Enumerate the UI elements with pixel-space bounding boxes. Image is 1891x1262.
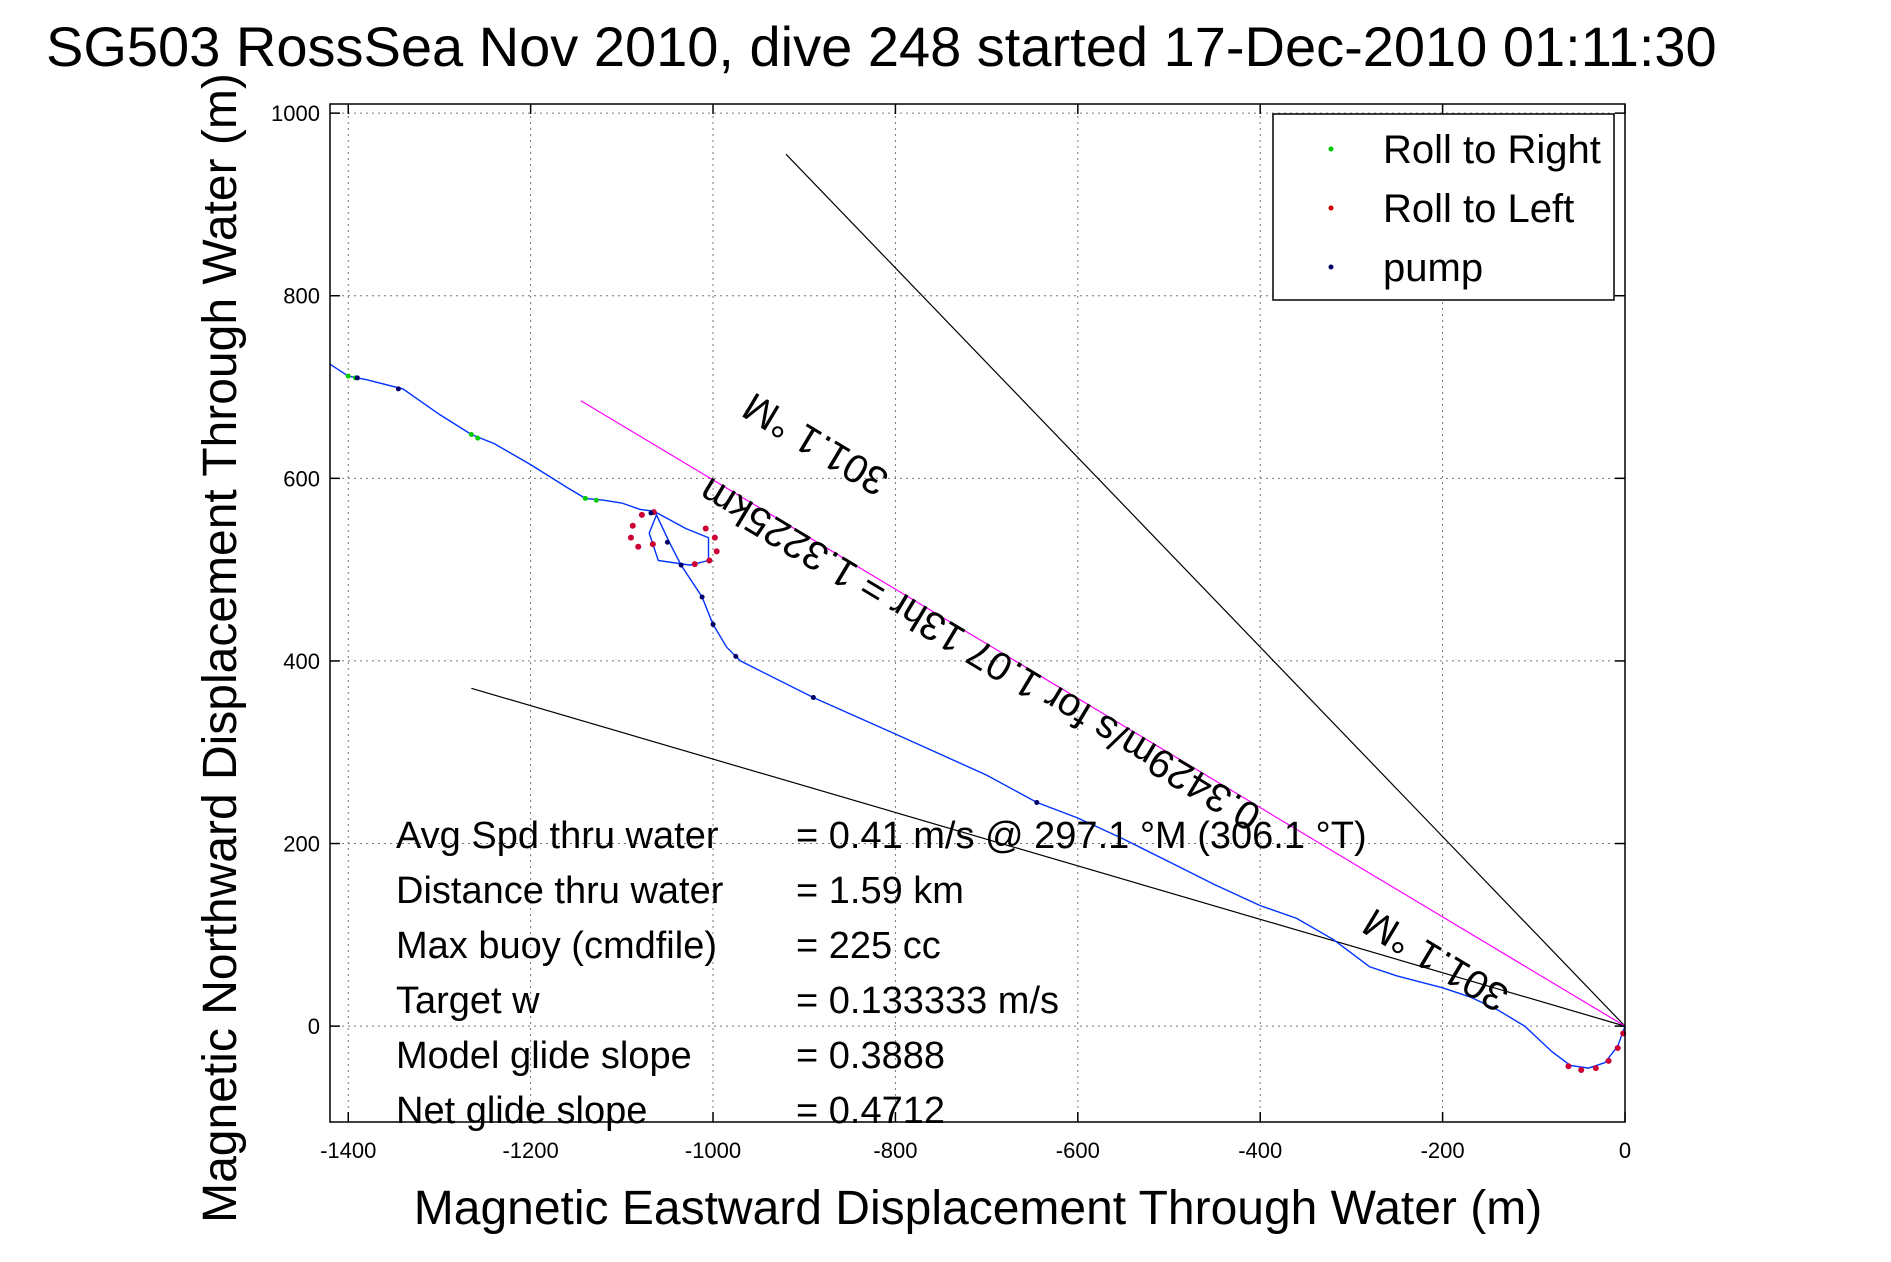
x-tick-label: -800 (873, 1138, 917, 1163)
pump-marker (395, 386, 401, 392)
legend-label: Roll to Right (1383, 128, 1601, 172)
stat-value: = 0.4712 (796, 1090, 945, 1132)
roll-left-marker (649, 541, 656, 548)
stat-value: = 0.3888 (796, 1035, 945, 1077)
legend-label: Roll to Left (1383, 187, 1574, 231)
x-tick-label: -600 (1056, 1138, 1100, 1163)
roll-left-marker (706, 557, 713, 564)
stat-label: Net glide slope (396, 1090, 647, 1132)
pump-marker (678, 562, 684, 568)
x-tick-label: -1000 (685, 1138, 741, 1163)
upper-bound-line (785, 153, 1626, 1027)
roll-left-marker (1605, 1057, 1612, 1064)
y-tick-label: 800 (283, 284, 320, 309)
roll-right-marker (475, 435, 481, 441)
roll-left-marker (629, 522, 636, 529)
x-tick-label: -1200 (502, 1138, 558, 1163)
y-tick-label: 400 (283, 649, 320, 674)
pump-marker (699, 594, 705, 600)
roll-left-marker (638, 511, 645, 518)
marker-layer (345, 373, 1627, 1073)
pump-marker (354, 375, 360, 381)
x-tick-label: -400 (1238, 1138, 1282, 1163)
stat-value: = 225 cc (796, 925, 941, 967)
chart-title: SG503 RossSea Nov 2010, dive 248 started… (46, 15, 1717, 78)
roll-right-marker (593, 497, 599, 503)
stats-block: Avg Spd thru water = 0.41 m/s @ 297.1 °M … (396, 815, 1367, 1132)
roll-left-marker (1578, 1066, 1585, 1073)
roll-left-marker (1614, 1045, 1621, 1052)
stat-label: Max buoy (cmdfile) (396, 925, 717, 967)
roll-left-marker (627, 534, 634, 541)
y-tick-label: 600 (283, 466, 320, 491)
stat-value: = 1.59 km (796, 870, 964, 912)
roll-right-marker (582, 495, 588, 501)
track-layer (329, 363, 1626, 1069)
roll-right-marker (345, 373, 351, 379)
legend-marker (1328, 205, 1334, 211)
x-tick-label: -200 (1421, 1138, 1465, 1163)
plot-frame (329, 103, 1626, 1123)
pump-marker (810, 694, 816, 700)
roll-left-marker (702, 525, 709, 532)
roll-right-marker (468, 432, 474, 438)
legend: Roll to Right Roll to Left pump (1272, 113, 1615, 301)
reference-lines (471, 153, 1626, 1027)
heading-line (580, 400, 1626, 1027)
roll-left-marker (713, 548, 720, 555)
axis-ticks: -1400 -1200 -1000 -800 -600 -400 -200 0 0 200 400 6… (271, 101, 1631, 1163)
pump-marker (733, 653, 739, 659)
roll-left-marker (691, 561, 698, 568)
y-tick-label: 0 (308, 1014, 320, 1039)
x-tick-label: 0 (1619, 1138, 1631, 1163)
pump-marker (648, 510, 654, 516)
lower-bound-line (471, 687, 1626, 1027)
roll-left-marker (1592, 1065, 1599, 1072)
stat-value: = 0.41 m/s @ 297.1 °M (306.1 °T) (796, 815, 1367, 857)
stat-label: Distance thru water (396, 870, 724, 912)
legend-marker (1328, 146, 1334, 152)
pump-marker (664, 539, 670, 545)
stat-value: = 0.133333 m/s (796, 980, 1059, 1022)
stat-label: Avg Spd thru water (396, 815, 719, 857)
pump-marker (710, 621, 716, 627)
y-tick-label: 1000 (271, 101, 320, 126)
roll-left-marker (635, 543, 642, 550)
legend-label: pump (1383, 246, 1483, 290)
stat-label: Model glide slope (396, 1035, 692, 1077)
x-axis-label: Magnetic Eastward Displacement Through W… (414, 1182, 1542, 1235)
stat-label: Target w (396, 980, 540, 1022)
x-tick-label: -1400 (320, 1138, 376, 1163)
glider-track-line (329, 363, 1626, 1069)
legend-marker (1328, 264, 1334, 270)
roll-left-marker (711, 534, 718, 541)
roll-left-marker (1565, 1063, 1572, 1070)
y-axis-label: Magnetic Northward Displacement Through … (194, 73, 247, 1223)
y-tick-label: 200 (283, 832, 320, 857)
pump-marker (1034, 799, 1040, 805)
